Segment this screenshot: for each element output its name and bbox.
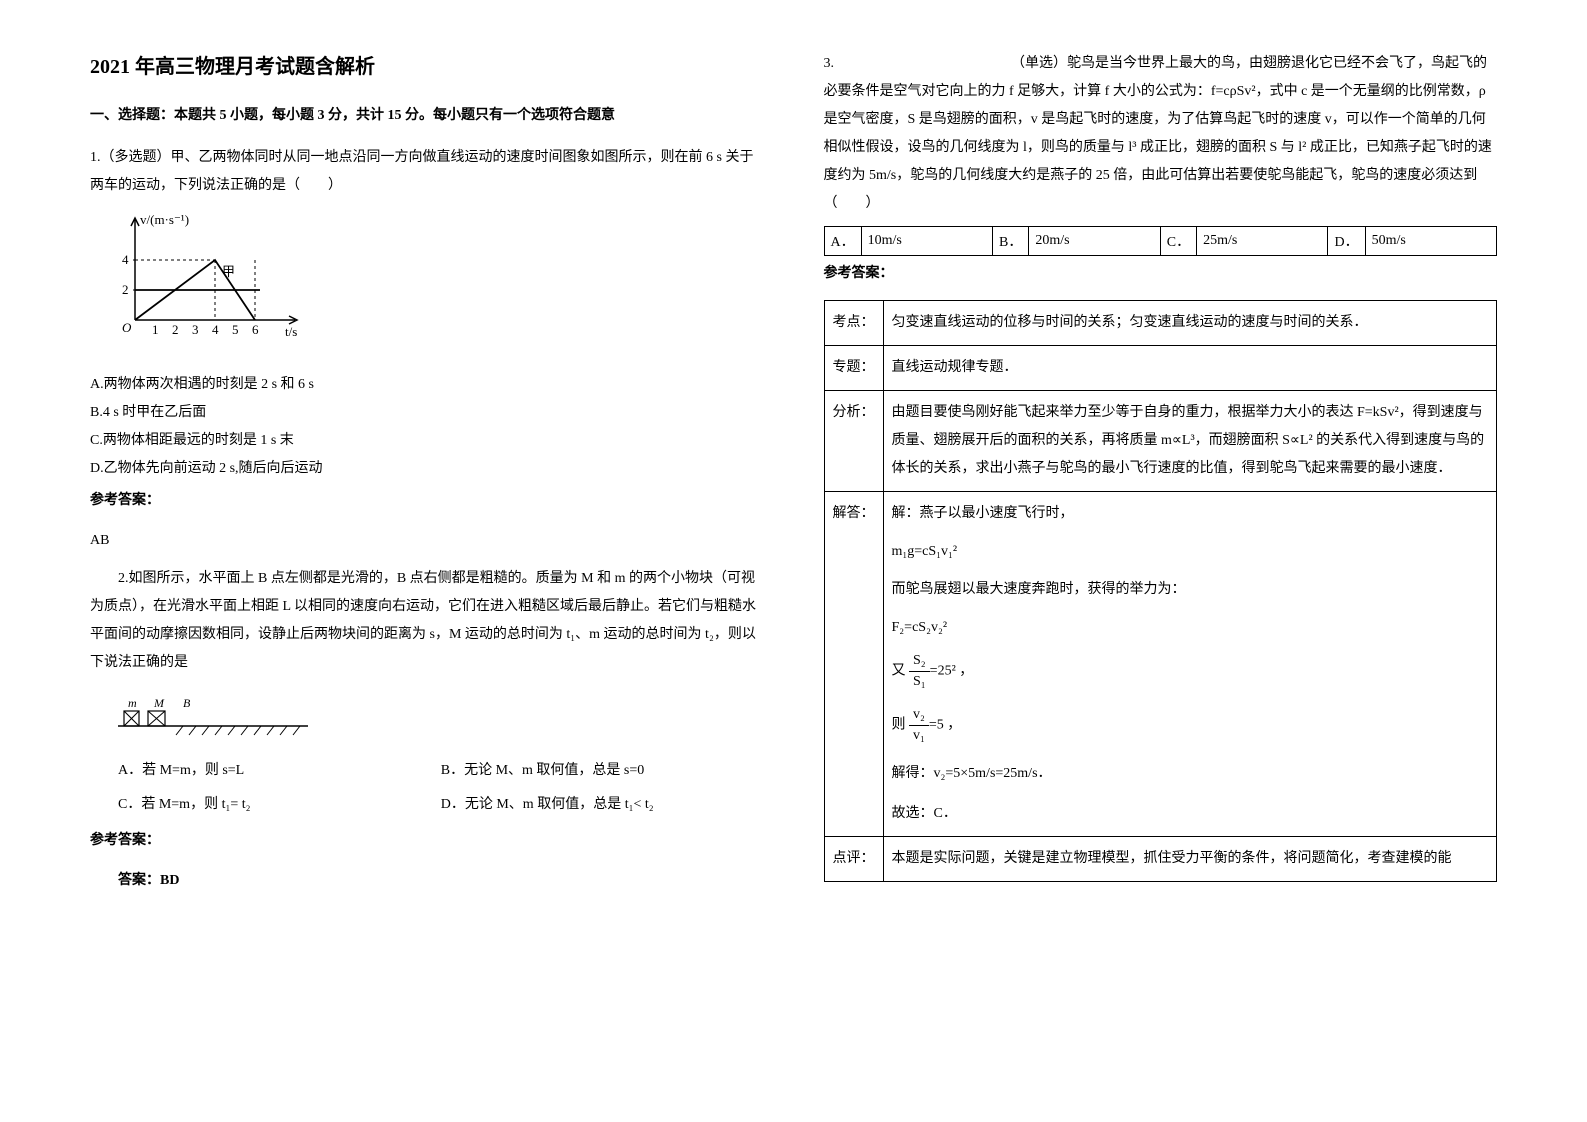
result: 解得：v₂=5×5m/s=25m/s． (892, 760, 1489, 788)
formula1: m₁g=cS₁v₁² (892, 542, 1489, 562)
q3-body: （单选）鸵鸟是当今世界上最大的鸟，由翅膀退化它已经不会飞了，鸟起飞的必要条件是空… (824, 56, 1492, 211)
q1-answer-label: 参考答案： (90, 487, 764, 515)
svg-text:4: 4 (212, 322, 219, 337)
q3-answer-label: 参考答案： (824, 260, 1498, 288)
q3-opt-B-val: 20m/s (1029, 227, 1160, 256)
choice: 故选：C． (892, 800, 1489, 828)
svg-text:1: 1 (152, 322, 159, 337)
svg-text:t/s: t/s (285, 324, 297, 339)
q2-optB: B．无论 M、m 取何值，总是 s=0 (441, 759, 764, 779)
frac1-eq: =25² (930, 664, 956, 679)
q2-options-row2: C．若 M=m，则 t₁= t₂ D．无论 M、m 取何值，总是 t₁< t₂ (90, 793, 764, 813)
q2-optA: A．若 M=m，则 s=L (118, 759, 441, 779)
frac1: 又 S₂ S₁ =25² ， (892, 651, 1489, 691)
dianping-label: 点评： (824, 836, 883, 881)
svg-text:v/(m·s⁻¹): v/(m·s⁻¹) (140, 212, 189, 227)
frac2-den: v₁ (909, 726, 929, 746)
q2-options-row1: A．若 M=m，则 s=L B．无论 M、m 取何值，总是 s=0 (90, 759, 764, 779)
frac2-num: v₂ (909, 705, 929, 726)
frac2-suf: ， (947, 718, 961, 733)
q3-num: 3. (824, 56, 835, 71)
q3-options-table: A． 10m/s B． 20m/s C． 25m/s D． 50m/s (824, 226, 1498, 256)
q3-opt-D-label: D． (1328, 227, 1365, 256)
q3-solution-table: 考点： 匀变速直线运动的位移与时间的关系；匀变速直线运动的速度与时间的关系． 专… (824, 300, 1498, 882)
left-column: 2021 年高三物理月考试题含解析 一、选择题：本题共 5 小题，每小题 3 分… (90, 50, 764, 1072)
frac1-num: S₂ (909, 651, 930, 672)
zhuanti-text: 直线运动规律专题． (883, 346, 1497, 391)
frac2-eq: =5 (929, 718, 944, 733)
q2-diagram: m M B (118, 695, 764, 745)
q1-optC: C.两物体相距最远的时刻是 1 s 末 (90, 427, 764, 455)
q3-opt-C-label: C． (1160, 227, 1196, 256)
svg-text:O: O (122, 320, 132, 335)
q3-opt-A-label: A． (824, 227, 861, 256)
frac1-pre: 又 (892, 664, 906, 679)
svg-text:2: 2 (122, 282, 129, 297)
frac2: 则 v₂ v₁ =5 ， (892, 705, 1489, 745)
svg-text:6: 6 (252, 322, 259, 337)
q3-opt-D-val: 50m/s (1365, 227, 1496, 256)
fenxi-text: 由题目要使鸟刚好能飞起来举力至少等于自身的重力，根据举力大小的表达 F=kSv²… (883, 391, 1497, 492)
kaodian-label: 考点： (824, 301, 883, 346)
svg-text:3: 3 (192, 322, 199, 337)
q3-opt-B-label: B． (993, 227, 1029, 256)
jie-intro: 解：燕子以最小速度飞行时， (892, 500, 1489, 528)
q1-optA: A.两物体两次相遇的时刻是 2 s 和 6 s (90, 371, 764, 399)
zhuanti-label: 专题： (824, 346, 883, 391)
page-title: 2021 年高三物理月考试题含解析 (90, 50, 764, 79)
jieda-label: 解答： (824, 492, 883, 837)
q2-optD: D．无论 M、m 取何值，总是 t₁< t₂ (441, 793, 764, 813)
formula2: F₂=cS₂v₂² (892, 618, 1489, 638)
q1-answer: AB (90, 527, 764, 555)
line2: 而鸵鸟展翅以最大速度奔跑时，获得的举力为： (892, 576, 1489, 604)
dianping-text: 本题是实际问题，关键是建立物理模型，抓住受力平衡的条件，将问题简化，考查建模的能 (883, 836, 1497, 881)
svg-text:4: 4 (122, 252, 129, 267)
right-column: 3. （单选）鸵鸟是当今世界上最大的鸟，由翅膀退化它已经不会飞了，鸟起飞的必要条… (824, 50, 1498, 1072)
q2-optC: C．若 M=m，则 t₁= t₂ (118, 793, 441, 813)
q2-stem: 2.如图所示，水平面上 B 点左侧都是光滑的，B 点右侧都是粗糙的。质量为 M … (90, 565, 764, 677)
jieda-cell: 解：燕子以最小速度飞行时， m₁g=cS₁v₁² 而鸵鸟展翅以最大速度奔跑时，获… (883, 492, 1497, 837)
frac2-pre: 则 (892, 718, 906, 733)
q1-optD: D.乙物体先向前运动 2 s,随后向后运动 (90, 455, 764, 483)
svg-text:m: m (128, 696, 137, 710)
fenxi-label: 分析： (824, 391, 883, 492)
q1-graph: v/(m·s⁻¹) t/s O 2 4 1 2 3 4 5 6 (110, 210, 764, 355)
q2-answer-label: 参考答案： (90, 827, 764, 855)
q2-answer: 答案：BD (90, 867, 764, 895)
q1-stem: 1.（多选题）甲、乙两物体同时从同一地点沿同一方向做直线运动的速度时间图象如图所… (90, 144, 764, 200)
svg-text:2: 2 (172, 322, 179, 337)
svg-text:M: M (153, 696, 165, 710)
section-header: 一、选择题：本题共 5 小题，每小题 3 分，共计 15 分。每小题只有一个选项… (90, 103, 764, 128)
q3-opt-C-val: 25m/s (1197, 227, 1328, 256)
q1-optB: B.4 s 时甲在乙后面 (90, 399, 764, 427)
svg-text:5: 5 (232, 322, 239, 337)
kaodian-text: 匀变速直线运动的位移与时间的关系；匀变速直线运动的速度与时间的关系． (883, 301, 1497, 346)
frac1-den: S₁ (909, 672, 930, 692)
svg-text:甲: 甲 (222, 264, 235, 279)
q3-opt-A-val: 10m/s (861, 227, 992, 256)
frac1-suf: ， (959, 664, 973, 679)
q3-stem: 3. （单选）鸵鸟是当今世界上最大的鸟，由翅膀退化它已经不会飞了，鸟起飞的必要条… (824, 50, 1498, 218)
svg-text:B: B (183, 696, 191, 710)
